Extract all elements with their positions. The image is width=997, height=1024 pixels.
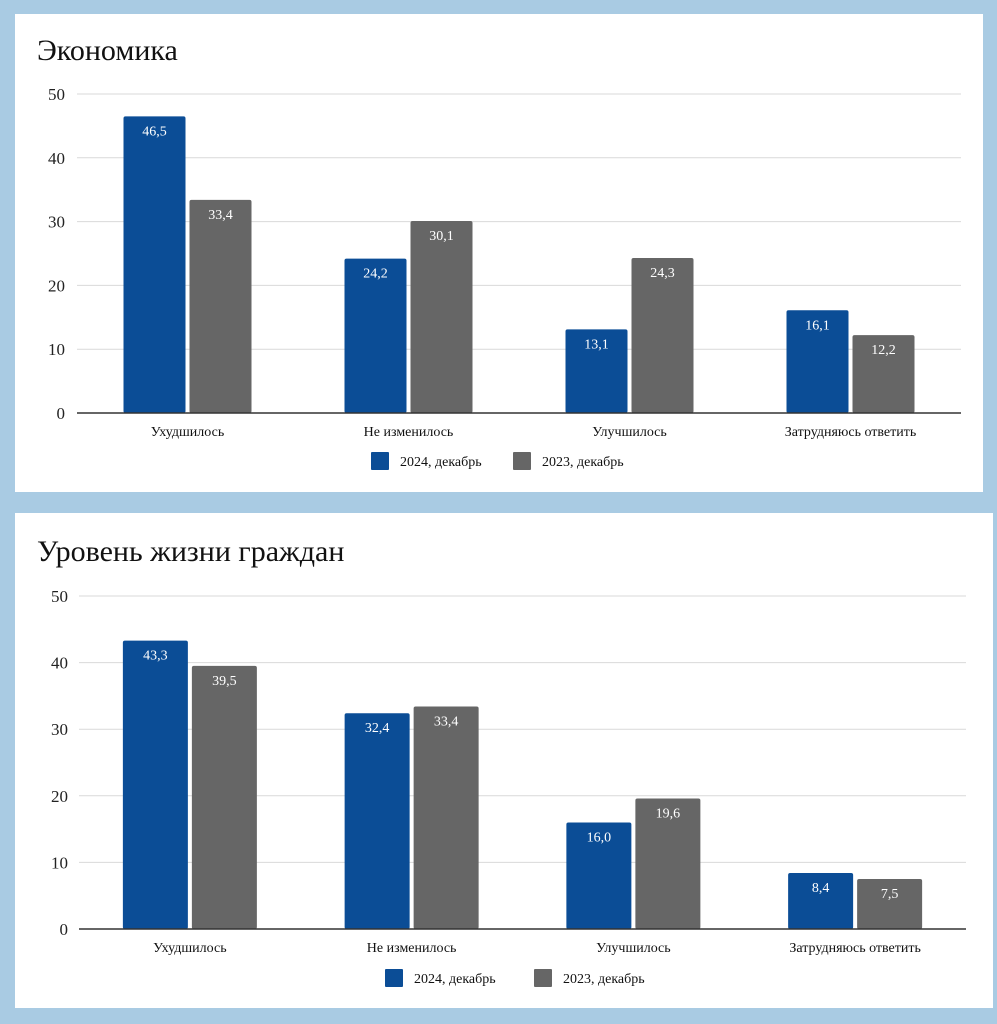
legend-swatch <box>534 969 552 987</box>
bar-data-label: 33,4 <box>434 715 459 730</box>
x-category-label: Затрудняюсь ответить <box>789 941 921 956</box>
bar-data-label: 16,0 <box>587 830 612 845</box>
legend-label: 2024, декабрь <box>414 972 496 987</box>
bar-data-label: 46,5 <box>142 124 167 139</box>
bar-data-label: 7,5 <box>881 887 899 902</box>
y-tick-label: 20 <box>48 276 65 295</box>
x-category-label: Ухудшилось <box>153 941 226 956</box>
bar-data-label: 24,2 <box>363 267 388 282</box>
legend-swatch <box>513 452 531 470</box>
bar <box>344 258 407 413</box>
bar-chart-economy: 0 10 20 30 40 50 46,5 33,4 Ухудшилось 24,2 30,1 Не … <box>48 85 961 470</box>
y-tick-label: 20 <box>51 787 68 806</box>
bar <box>635 798 701 929</box>
y-tick-label: 40 <box>51 654 68 673</box>
bar-data-label: 19,6 <box>656 806 681 821</box>
bar <box>631 257 694 413</box>
chart-title: Экономика <box>37 34 178 67</box>
bar <box>123 116 186 413</box>
legend-swatch <box>385 969 403 987</box>
y-tick-label: 10 <box>48 340 65 359</box>
chart-panel-living-standard: Уровень жизни граждан 0 10 20 30 40 50 43,3 39,… <box>15 513 993 1008</box>
bar <box>857 879 923 929</box>
x-category-label: Затрудняюсь ответить <box>785 425 917 440</box>
y-tick-label: 50 <box>51 587 68 606</box>
y-tick-label: 30 <box>48 213 65 232</box>
bar-chart-living-standard: 0 10 20 30 40 50 43,3 39,5 Ухудшилось 32,4 33,4 Не … <box>51 587 966 987</box>
y-tick-label: 40 <box>48 149 65 168</box>
x-category-label: Улучшилось <box>596 941 671 956</box>
bar <box>565 329 628 413</box>
y-tick-label: 10 <box>51 853 68 872</box>
x-category-label: Улучшилось <box>592 425 667 440</box>
bar <box>788 873 854 929</box>
x-category-label: Не изменилось <box>367 941 457 956</box>
bar-data-label: 39,5 <box>212 674 237 689</box>
bar-data-label: 24,3 <box>650 266 675 281</box>
bar <box>852 335 915 413</box>
bar <box>189 199 252 413</box>
y-tick-label: 0 <box>60 920 69 939</box>
bar-data-label: 43,3 <box>143 649 168 664</box>
bar-data-label: 32,4 <box>365 721 390 736</box>
bar-data-label: 33,4 <box>208 208 233 223</box>
bar-data-label: 12,2 <box>871 343 896 358</box>
bar <box>344 713 410 929</box>
y-tick-label: 0 <box>57 404 66 423</box>
x-category-label: Не изменилось <box>364 425 454 440</box>
bar <box>122 640 188 929</box>
bar-data-label: 16,1 <box>805 318 830 333</box>
bar <box>191 665 257 929</box>
y-tick-label: 50 <box>48 85 65 104</box>
bar <box>413 706 479 929</box>
y-tick-label: 30 <box>51 720 68 739</box>
legend-label: 2023, декабрь <box>542 455 624 470</box>
bar-data-label: 30,1 <box>429 229 454 244</box>
bar-data-label: 13,1 <box>584 337 609 352</box>
x-category-label: Ухудшилось <box>151 425 224 440</box>
bar <box>786 310 849 413</box>
bar <box>566 822 632 929</box>
bar-data-label: 8,4 <box>812 881 830 896</box>
legend-label: 2024, декабрь <box>400 455 482 470</box>
legend-swatch <box>371 452 389 470</box>
bar <box>410 220 473 413</box>
chart-title: Уровень жизни граждан <box>37 535 345 568</box>
legend-label: 2023, декабрь <box>563 972 645 987</box>
chart-panel-economy: Экономика 0 10 20 30 40 50 46,5 33,4 Ухудшилось 2… <box>15 14 983 492</box>
